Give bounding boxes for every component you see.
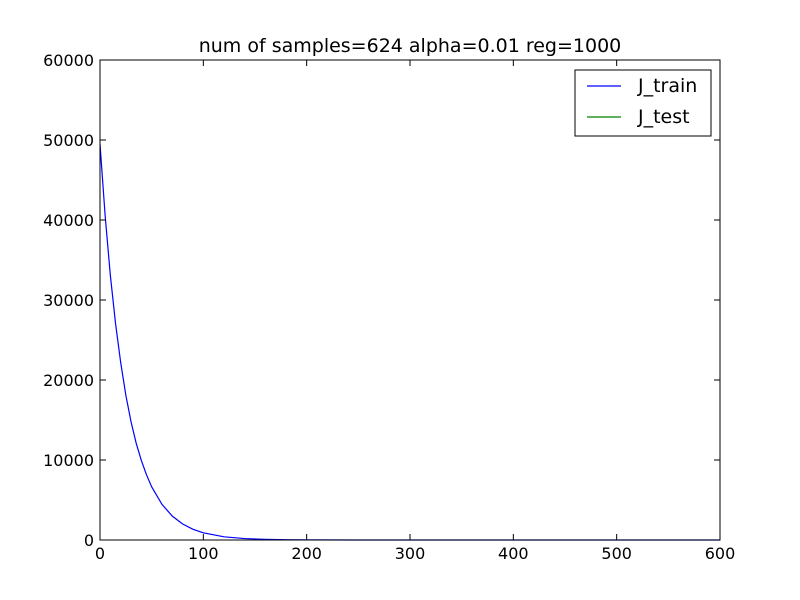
y-tick-label: 50000 (43, 131, 94, 150)
chart-title: num of samples=624 alpha=0.01 reg=1000 (199, 35, 622, 57)
x-tick-label: 400 (498, 544, 529, 563)
legend-label-j-test: J_test (637, 106, 690, 128)
x-tick-label: 200 (291, 544, 322, 563)
x-tick-label: 0 (95, 544, 105, 563)
y-tick-label: 40000 (43, 211, 94, 230)
x-tick-label: 100 (188, 544, 219, 563)
axes-frame (99, 59, 721, 541)
x-tick-label: 600 (705, 544, 736, 563)
x-tick-label: 500 (601, 544, 632, 563)
legend-box (574, 69, 712, 137)
legend: J_train J_test (574, 69, 712, 137)
x-tick-label: 300 (395, 544, 426, 563)
y-tick-label: 0 (84, 531, 94, 550)
legend-label-j-train: J_train (637, 75, 697, 97)
y-tick-label: 10000 (43, 451, 94, 470)
y-tick-label: 60000 (43, 51, 94, 70)
y-tick-label: 20000 (43, 371, 94, 390)
axis-ticks: 0 100 200 300 400 500 600 0 10000 20000 30000 40000… (43, 51, 735, 563)
y-tick-label: 30000 (43, 291, 94, 310)
